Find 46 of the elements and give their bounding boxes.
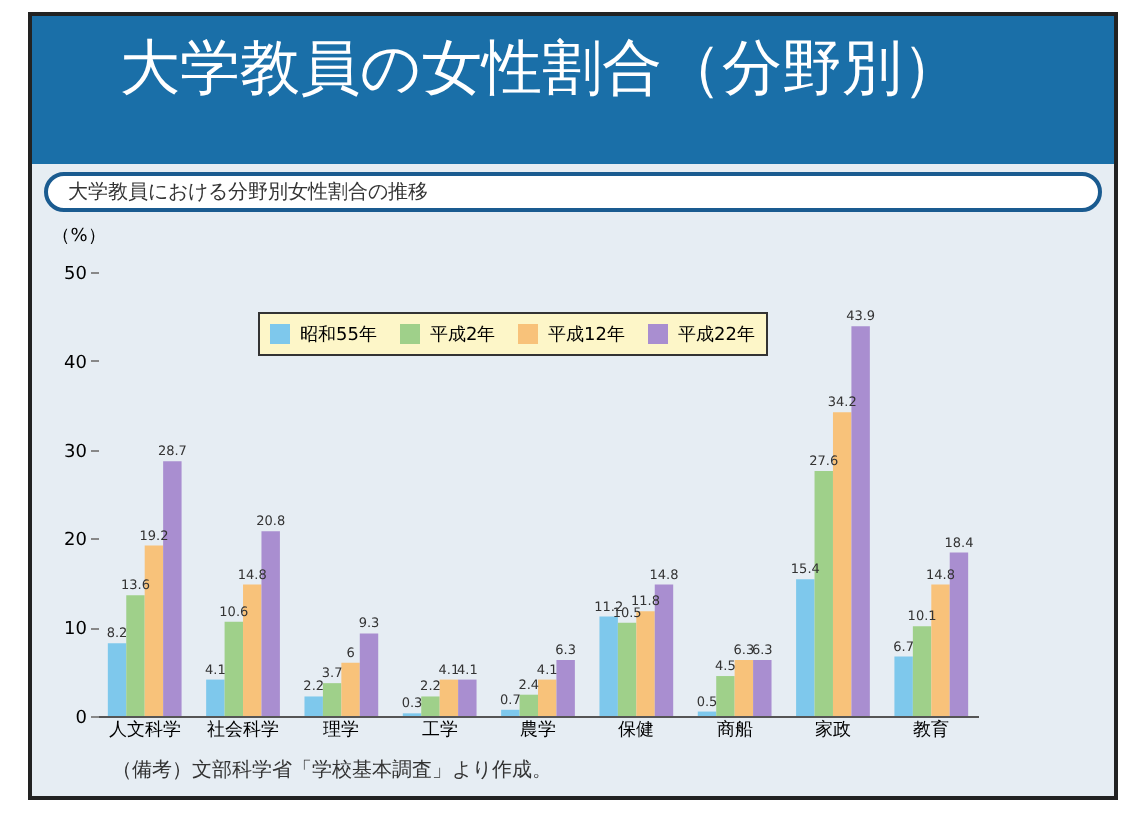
- bar: [421, 696, 440, 716]
- y-tick-label: 30: [64, 442, 88, 463]
- bar: [753, 660, 772, 716]
- bar: [322, 683, 342, 716]
- bar: [912, 626, 932, 716]
- bar: [716, 676, 735, 716]
- bar: [599, 616, 618, 716]
- legend-label: 昭和55年: [300, 324, 377, 346]
- legend-label: 平成12年: [548, 324, 625, 346]
- bar: [617, 622, 637, 716]
- bar: [734, 660, 754, 716]
- x-tick-label: 工学: [421, 719, 458, 741]
- chart-title: 大学教員の女性割合（分野別）: [120, 32, 964, 108]
- legend-label: 平成22年: [678, 324, 755, 346]
- x-tick-label: 人文科学: [108, 719, 181, 741]
- y-axis-title: （%）: [52, 227, 106, 247]
- bar: [439, 679, 459, 716]
- x-tick-label: 農学: [520, 719, 556, 741]
- y-tick-label: 50: [64, 265, 88, 285]
- x-tick-label: 保健: [618, 719, 655, 741]
- bar: [519, 694, 538, 716]
- bar: [224, 621, 244, 716]
- x-tick-label: 社会科学: [207, 719, 280, 741]
- bar: [107, 643, 127, 716]
- bar: [359, 633, 379, 716]
- bar: [304, 696, 323, 716]
- x-tick-label: 教育: [913, 719, 950, 741]
- bar: [501, 709, 520, 716]
- bar: [126, 595, 145, 716]
- y-tick-label: 10: [64, 620, 88, 641]
- y-tick-label: 0: [75, 709, 88, 729]
- y-tick-label: 20: [64, 531, 88, 552]
- y-tick-label: 40: [64, 353, 88, 374]
- bar: [556, 660, 575, 716]
- bar: [538, 679, 557, 716]
- bar: [458, 679, 477, 716]
- chart-subtitle: 大学教員における分野別女性割合の推移: [44, 172, 1102, 212]
- text: （備考）文部科学省「学校基本調査」より作成。: [112, 757, 552, 784]
- bar: [796, 579, 815, 716]
- bar: [206, 679, 225, 716]
- bar: [894, 656, 913, 716]
- x-tick-label: 家政: [814, 719, 851, 741]
- bar: [341, 662, 360, 716]
- x-tick-label: 理学: [323, 719, 360, 741]
- legend-label: 平成2年: [430, 324, 496, 346]
- x-tick-label: 商船: [716, 719, 753, 741]
